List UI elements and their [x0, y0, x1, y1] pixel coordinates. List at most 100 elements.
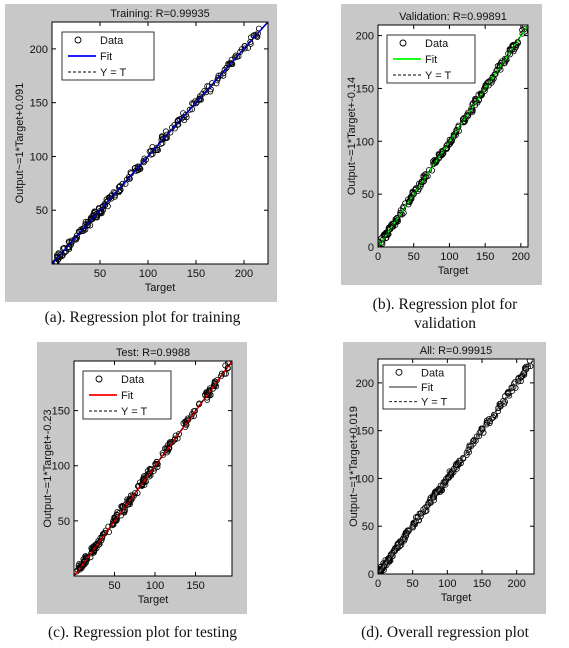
- y-tick-label: 200: [356, 31, 374, 43]
- data-point: [423, 173, 430, 180]
- data-point: [104, 198, 111, 205]
- data-point: [468, 442, 475, 449]
- x-tick-label: 200: [235, 268, 253, 280]
- data-point: [136, 163, 143, 170]
- y-tick-label: 0: [368, 242, 374, 254]
- data-point: [235, 53, 242, 60]
- x-axis-label: Target: [145, 282, 176, 294]
- legend-data-label: Data: [421, 367, 445, 379]
- caption-all: (d). Overall regression plot: [361, 624, 529, 641]
- data-point: [405, 198, 412, 205]
- data-point: [202, 89, 209, 96]
- x-tick-label: 50: [94, 268, 106, 280]
- plot-marks: [74, 361, 232, 576]
- x-tick-label: 150: [186, 580, 204, 592]
- chart-panel-validation: Validation: R=0.99891 0 50 100 150 200 0 50 100 1…: [341, 4, 542, 285]
- data-point: [452, 464, 459, 471]
- chart-title: Training: R=0.99935: [110, 8, 210, 20]
- data-point: [153, 144, 160, 151]
- x-tick-label: 200: [507, 578, 525, 590]
- legend-data-label: Data: [425, 38, 449, 50]
- legend-yt-label: Y = T: [425, 70, 451, 82]
- regression-chart-validation: Validation: R=0.99891 0 50 100 150 200 0 50 100 1…: [346, 11, 530, 277]
- legend: Data Fit Y = T: [386, 34, 476, 84]
- x-tick-label: 50: [108, 580, 120, 592]
- y-tick-label: 50: [58, 516, 70, 528]
- x-tick-label: 50: [407, 578, 419, 590]
- caption-test: (c). Regression plot for testing: [48, 624, 237, 641]
- y-axis-label: Output~=1*Target+-0.23: [42, 409, 54, 527]
- data-point: [87, 222, 94, 229]
- data-point: [210, 382, 217, 389]
- data-point: [431, 494, 438, 501]
- y-tick-label: 150: [30, 98, 48, 110]
- plot-marks: [52, 22, 268, 264]
- x-tick-label: 100: [438, 578, 456, 590]
- data-point: [223, 64, 230, 71]
- identity-line: [74, 361, 232, 576]
- y-axis-label: Output~=1*Target+-0.14: [346, 77, 358, 195]
- legend: Data Fit Y = T: [82, 370, 172, 420]
- data-point: [205, 388, 212, 395]
- chart-panel-all: All: R=0.99915 0 50 100 150 200 0 50 100 150 200 Ta…: [343, 342, 546, 614]
- data-point: [520, 370, 527, 377]
- y-tick-label: 0: [368, 569, 374, 581]
- x-tick-label: 100: [146, 580, 164, 592]
- regression-chart-test: Test: R=0.9988 50 100 150 50 100 150 Target Outp…: [42, 347, 233, 606]
- data-point: [148, 466, 155, 473]
- x-tick-label: 150: [476, 251, 494, 263]
- data-point: [160, 451, 167, 458]
- data-point: [398, 539, 405, 546]
- legend-data-label: Data: [100, 35, 124, 47]
- data-point: [181, 117, 188, 124]
- data-point: [119, 508, 126, 515]
- data-point: [185, 416, 192, 423]
- data-point: [457, 457, 464, 464]
- chart-title: Validation: R=0.99891: [399, 11, 507, 23]
- data-point: [489, 73, 496, 80]
- x-tick-label: 200: [512, 251, 530, 263]
- chart-title: Test: R=0.9988: [116, 347, 190, 359]
- legend-yt-label: Y = T: [100, 67, 126, 79]
- data-point: [378, 239, 385, 246]
- y-tick-label: 50: [362, 521, 374, 533]
- legend-fit-label: Fit: [100, 51, 112, 63]
- y-tick-label: 150: [356, 426, 374, 438]
- data-point: [241, 45, 248, 52]
- data-point: [417, 181, 424, 188]
- y-axis-label: Output~=1*Target+0.019: [348, 406, 360, 527]
- legend-data-symbol: [95, 375, 103, 383]
- data-point: [394, 214, 401, 221]
- data-point: [77, 565, 84, 572]
- y-tick-label: 100: [52, 461, 70, 473]
- x-tick-label: 50: [408, 251, 420, 263]
- x-tick-label: 100: [440, 251, 458, 263]
- data-point: [500, 398, 507, 405]
- data-point: [423, 503, 430, 510]
- data-point: [450, 131, 457, 138]
- regression-chart-all: All: R=0.99915 0 50 100 150 200 0 50 100 150 200 Ta…: [348, 345, 535, 604]
- legend-yt-label: Y = T: [421, 397, 447, 409]
- data-point: [410, 520, 417, 527]
- chart-panel-training: Training: R=0.99935 50 100 150 200 50 100 150 20…: [5, 4, 277, 302]
- y-tick-label: 50: [36, 205, 48, 217]
- data-point: [436, 487, 443, 494]
- x-tick-label: 150: [187, 268, 205, 280]
- legend-fit-label: Fit: [121, 390, 133, 402]
- legend-data-label: Data: [121, 374, 145, 386]
- y-tick-label: 150: [52, 406, 70, 418]
- data-point: [418, 178, 425, 185]
- data-point: [521, 26, 528, 33]
- chart-title: All: R=0.99915: [420, 345, 492, 357]
- y-tick-label: 150: [356, 83, 374, 95]
- legend-data-symbol: [74, 36, 82, 44]
- identity-line: [378, 359, 534, 574]
- data-point: [510, 384, 517, 391]
- data-point: [186, 106, 193, 113]
- x-tick-label: 100: [139, 268, 157, 280]
- fit-line: [378, 25, 528, 247]
- legend-yt-label: Y = T: [121, 406, 147, 418]
- x-axis-label: Target: [441, 592, 472, 604]
- data-point: [145, 471, 152, 478]
- chart-panel-test: Test: R=0.9988 50 100 150 50 100 150 Target Outp…: [37, 342, 247, 614]
